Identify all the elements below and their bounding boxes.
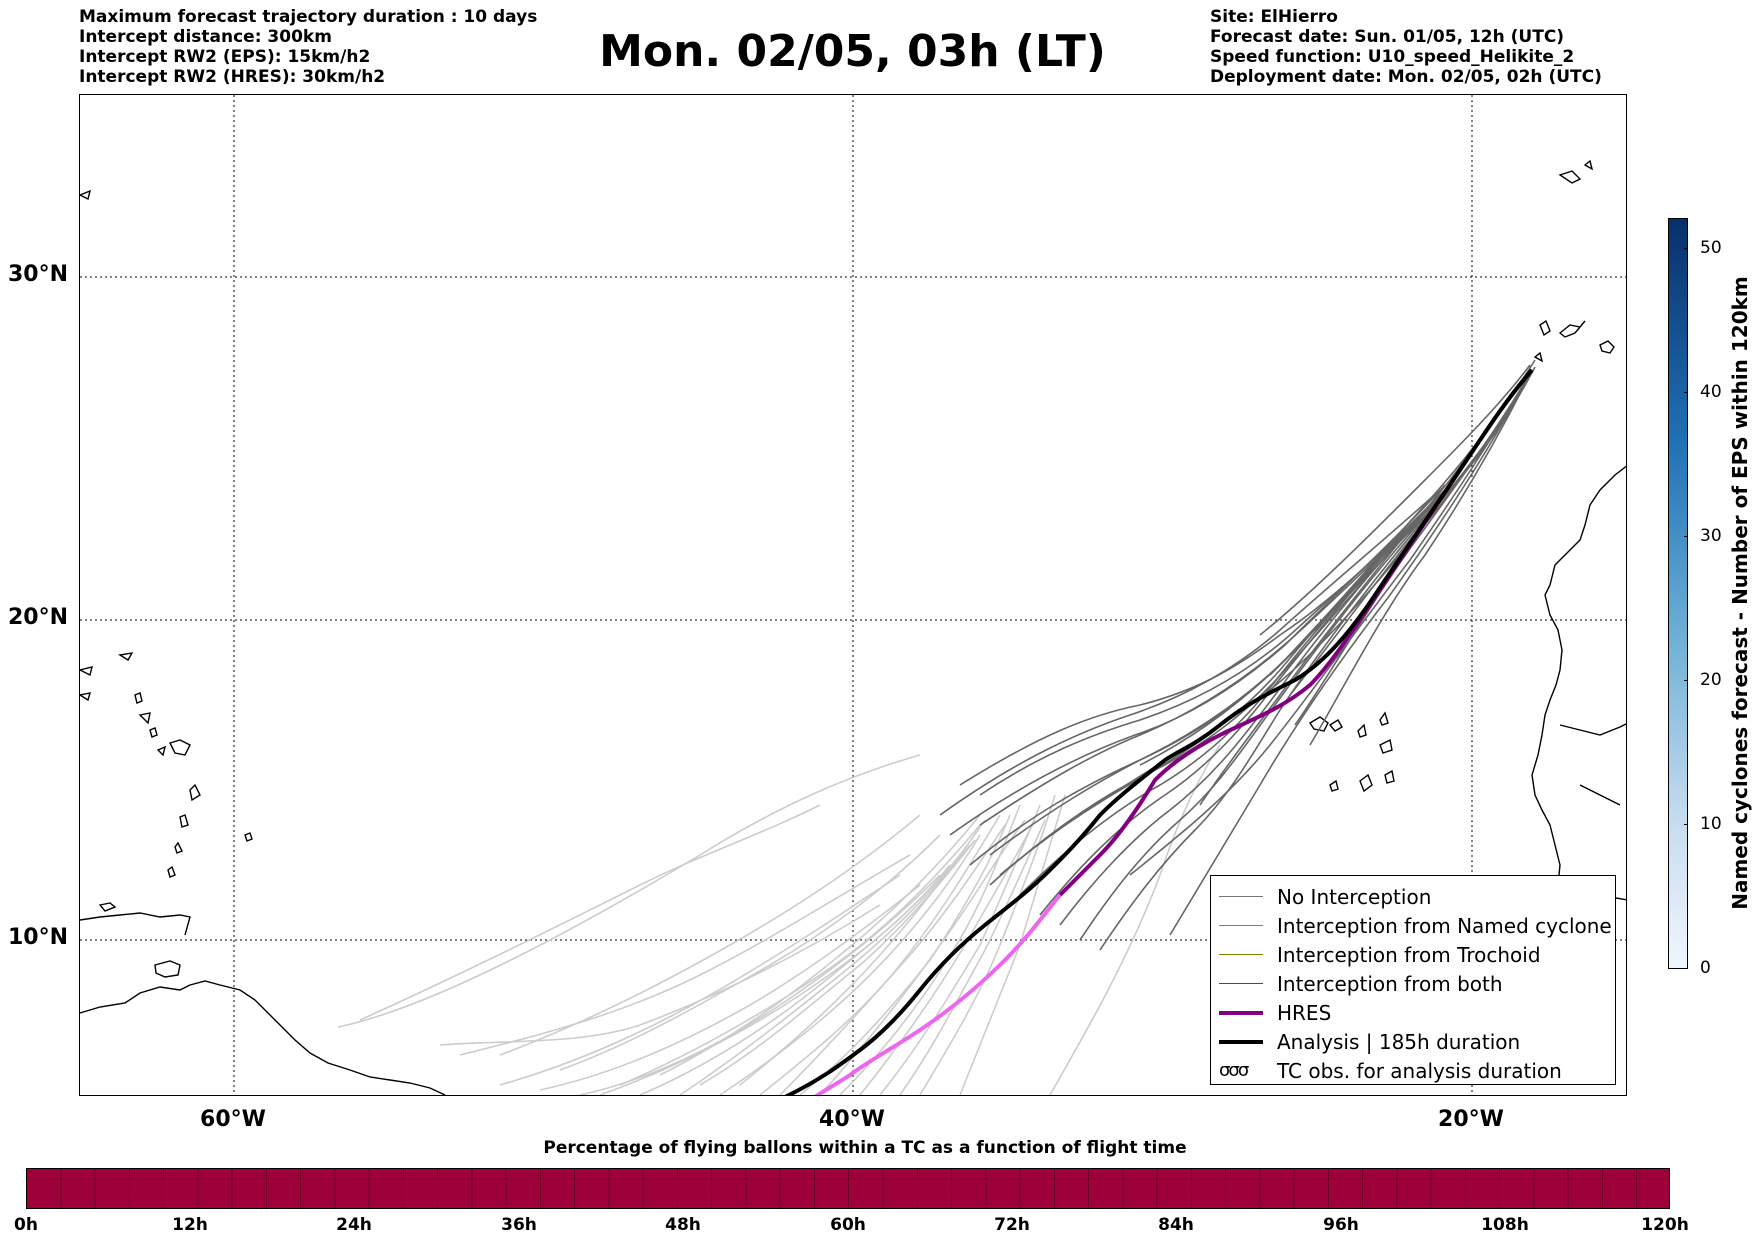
colorbar-tick [1684,536,1688,537]
legend-swatch [1219,1039,1263,1044]
island-martinique [189,783,201,802]
tc-symbol-icon: σσσ [1219,1060,1249,1081]
colorbar-tick [1684,680,1688,681]
legend-item-both: Interception from both [1217,969,1615,998]
colorbar-tick-label: 0 [1700,958,1711,978]
percentage-bar [26,1168,1670,1209]
barbados [244,832,253,842]
percentage-bar-label: 84h [1158,1215,1194,1235]
legend-item-tc-obs: σσσ TC obs. for analysis duration [1217,1056,1615,1085]
colorbar-tick [1684,392,1688,393]
island-antigua [80,652,134,702]
colorbar-tick [1684,248,1688,249]
legend-swatch [1219,954,1263,955]
header-left-line: Intercept distance: 300km [79,27,332,47]
header-left-line: Intercept RW2 (EPS): 15km/h2 [79,47,371,67]
legend-swatch [1219,1010,1263,1015]
percentage-bar-label: 36h [501,1215,537,1235]
legend-label: Analysis | 185h duration [1277,1029,1521,1054]
legend-label: TC obs. for analysis duration [1277,1058,1562,1083]
percentage-bar-title: Percentage of flying ballons within a TC… [543,1138,1187,1158]
caribbean-island [98,902,117,912]
legend-swatch [1219,983,1263,984]
map-legend: No Interception Interception from Named … [1210,875,1616,1085]
colorbar-tick-label: 30 [1700,526,1722,546]
percentage-bar-label: 120h [1641,1215,1689,1235]
venezuela-coast [80,912,191,936]
legend-label: Interception from Named cyclone [1277,913,1612,938]
island-st-vincent [174,841,183,854]
header-right-line: Speed function: U10_speed_Helikite_2 [1210,47,1575,67]
south-america-coast [80,980,446,1095]
header-left-line: Intercept RW2 (HRES): 30km/h2 [79,67,386,87]
percentage-bar-label: 12h [172,1215,208,1235]
legend-label: HRES [1277,1000,1332,1025]
colorbar-title: Named cyclones forecast - Number of EPS … [1728,276,1752,910]
lat-label-20n: 20°N [8,605,69,630]
page-title: Mon. 02/05, 03h (LT) [599,26,1106,77]
africa-bays [1559,723,1626,806]
lon-label-40w: 40°W [819,1107,885,1132]
header-right-line: Deployment date: Mon. 02/05, 02h (UTC) [1210,67,1602,87]
madeira-islands [1558,159,1594,184]
canary-islands [1533,319,1615,363]
lon-label-20w: 20°W [1438,1107,1504,1132]
trinidad [154,960,181,978]
coastlines [80,159,1626,1095]
legend-label: Interception from Trochoid [1277,942,1541,967]
legend-label: Interception from both [1277,971,1503,996]
legend-swatch [1219,896,1263,897]
colorbar-tick-label: 20 [1700,670,1722,690]
island-guadeloupe [169,739,191,756]
colorbar-tick-label: 40 [1700,382,1722,402]
cape-verde-islands [1309,711,1395,793]
island-st-lucia [179,814,189,828]
analysis-trajectory [784,368,1534,1095]
percentage-bar-label: 72h [994,1215,1030,1235]
colorbar-eps-count [1668,218,1688,969]
island-grenada [167,865,176,878]
colorbar-tick [1684,824,1688,825]
no-interception-trajectories [939,359,1536,951]
island-dominica [134,692,151,725]
percentage-bar-label: 0h [14,1215,38,1235]
header-right-line: Site: ElHierro [1210,7,1338,27]
lesser-antilles [149,727,167,757]
legend-swatch [1219,925,1263,926]
percentage-bar-label: 60h [830,1215,866,1235]
hres-trajectory-late [814,893,1062,1095]
legend-item-analysis: Analysis | 185h duration [1217,1027,1615,1056]
header-right-line: Forecast date: Sun. 01/05, 12h (UTC) [1210,27,1565,47]
legend-item-named-cyclone: Interception from Named cyclone [1217,911,1615,940]
faded-ensemble-trajectories [337,744,1221,1095]
lat-label-10n: 10°N [8,925,69,950]
colorbar-tick [1684,968,1688,969]
island-far-east-atlantic [80,189,92,201]
header-left-line: Maximum forecast trajectory duration : 1… [79,7,538,27]
header-left-info: Maximum forecast trajectory duration : 1… [79,7,537,87]
percentage-bar-label: 108h [1481,1215,1529,1235]
legend-item-no-interception: No Interception [1217,882,1615,911]
header-right-info: Site: ElHierro Forecast date: Sun. 01/05… [1210,7,1602,87]
legend-item-trochoid: Interception from Trochoid [1217,940,1615,969]
hres-trajectory [1058,368,1534,897]
percentage-bar-label: 48h [665,1215,701,1235]
west-africa-coast [1531,465,1626,901]
percentage-bar-label: 24h [336,1215,372,1235]
lon-label-60w: 60°W [200,1107,266,1132]
lat-label-30n: 30°N [8,262,69,287]
colorbar-tick-label: 10 [1700,814,1722,834]
colorbar-tick-label: 50 [1700,238,1722,258]
legend-label: No Interception [1277,884,1432,909]
legend-item-hres: HRES [1217,998,1615,1027]
percentage-bar-label: 96h [1323,1215,1359,1235]
